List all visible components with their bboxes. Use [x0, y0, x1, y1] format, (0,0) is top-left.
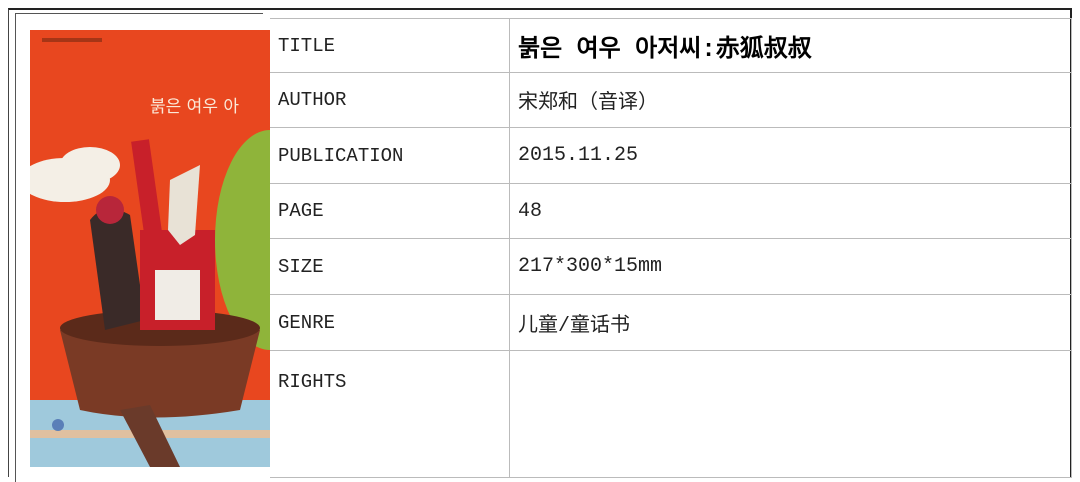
field-label: PAGE: [270, 183, 510, 239]
cover-text: 붉은 여우 아: [150, 97, 239, 117]
info-table: TITLE 붉은 여우 아저씨:赤狐叔叔 AUTHOR 宋郑和（音译） PUBLICAT…: [270, 18, 1072, 478]
field-value: 宋郑和（音译）: [509, 72, 1072, 128]
info-row: TITLE 붉은 여우 아저씨:赤狐叔叔: [270, 18, 1072, 73]
info-row: GENRE 儿童/童话书: [270, 294, 1072, 351]
info-row: AUTHOR 宋郑和（音译）: [270, 72, 1072, 128]
field-value: 붉은 여우 아저씨:赤狐叔叔: [509, 18, 1072, 73]
cover-cell: [15, 13, 263, 482]
field-label: TITLE: [270, 18, 510, 73]
field-value: [509, 350, 1072, 478]
field-value: 217*300*15mm: [509, 238, 1072, 295]
field-label: PUBLICATION: [270, 127, 510, 184]
info-row: SIZE 217*300*15mm: [270, 238, 1072, 295]
field-label: SIZE: [270, 238, 510, 295]
info-row: PUBLICATION 2015.11.25: [270, 127, 1072, 184]
info-row: PAGE 48: [270, 183, 1072, 239]
field-label: RIGHTS: [270, 350, 510, 478]
info-row: RIGHTS: [270, 350, 1072, 478]
book-cover: 붉은 여우 아: [30, 30, 270, 467]
field-label: GENRE: [270, 294, 510, 351]
field-value: 48: [509, 183, 1072, 239]
field-value: 儿童/童话书: [509, 294, 1072, 351]
field-label: AUTHOR: [270, 72, 510, 128]
field-value: 2015.11.25: [509, 127, 1072, 184]
